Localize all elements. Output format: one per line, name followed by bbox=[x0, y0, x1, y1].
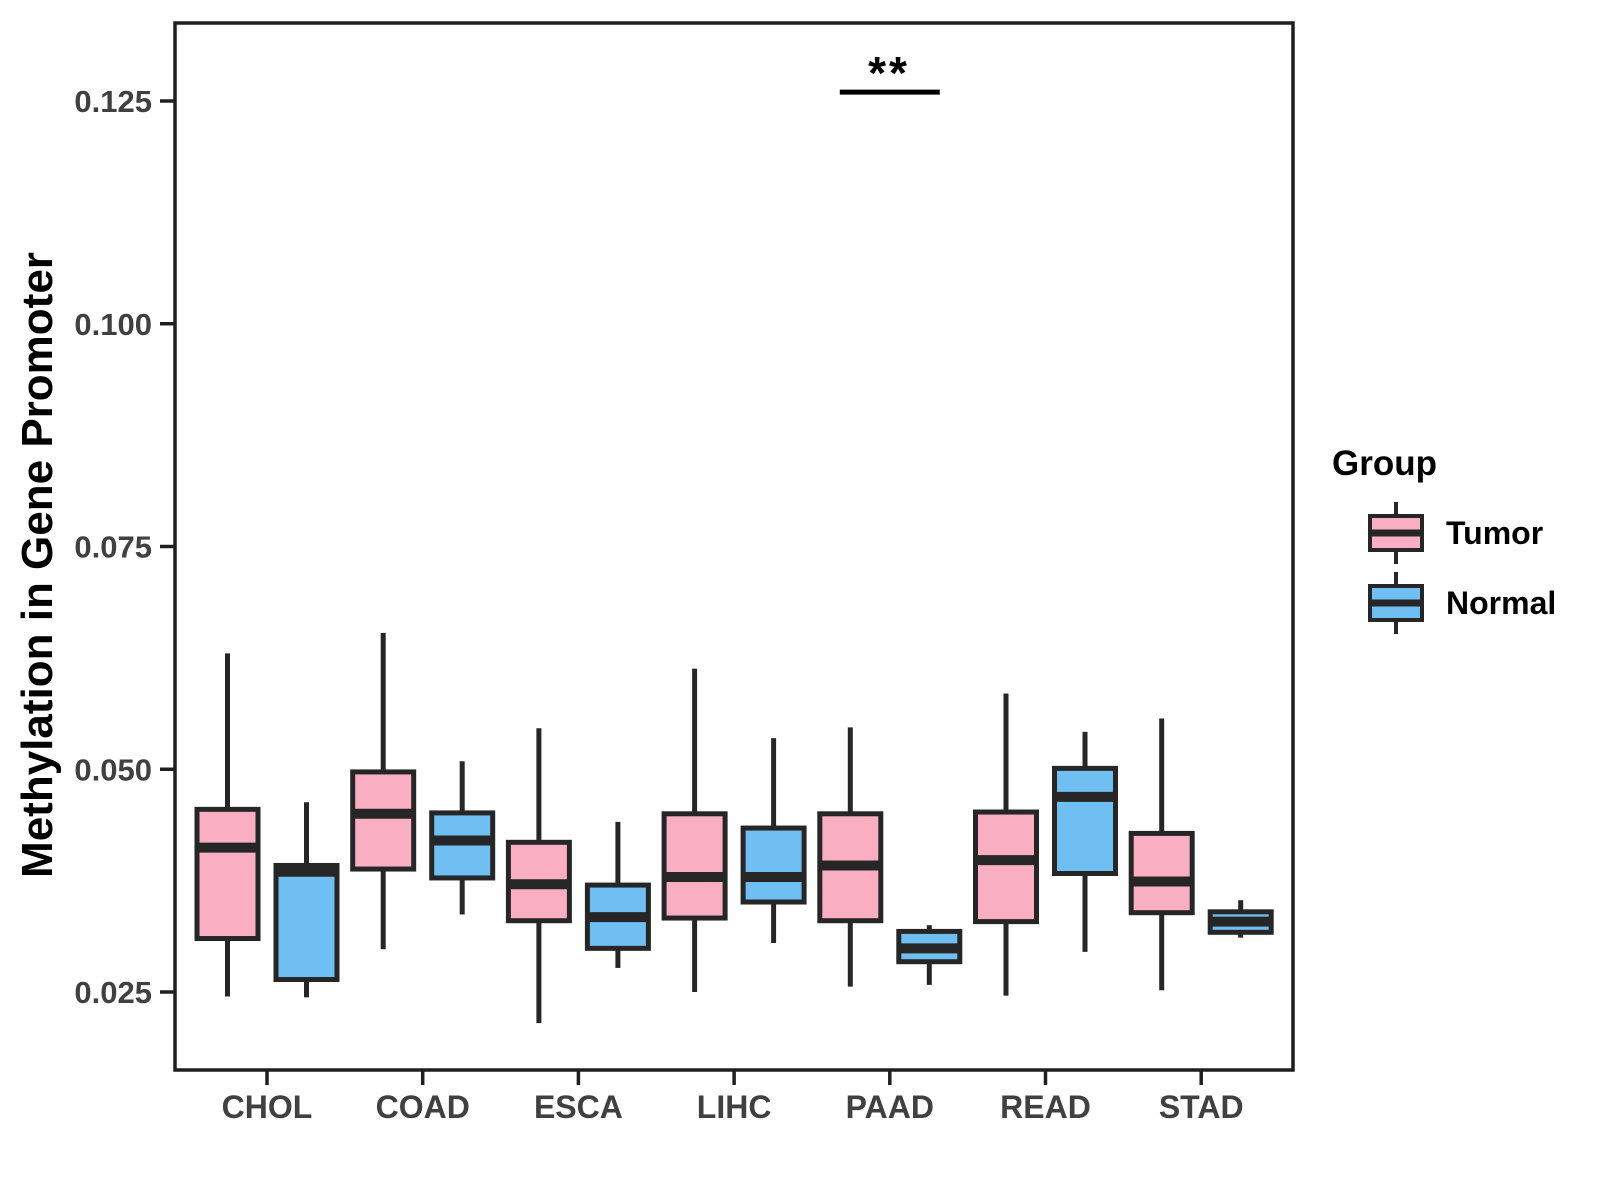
x-tick-label: COAD bbox=[376, 1089, 470, 1125]
box-normal-CHOL bbox=[273, 862, 340, 983]
x-tick-label: STAD bbox=[1159, 1089, 1244, 1125]
box-normal-READ bbox=[1052, 765, 1118, 876]
y-tick-label: 0.100 bbox=[74, 307, 152, 342]
legend-item-normal: Normal bbox=[1366, 568, 1590, 638]
box-normal-LIHC bbox=[740, 825, 807, 905]
tumor-key-icon bbox=[1368, 502, 1424, 564]
x-tick-label: ESCA bbox=[534, 1089, 623, 1125]
legend-title: Group bbox=[1332, 444, 1437, 483]
significance-stars: ** bbox=[868, 47, 910, 99]
box-tumor-COAD bbox=[350, 769, 417, 872]
y-tick-label: 0.125 bbox=[74, 84, 152, 119]
box-tumor-CHOL bbox=[194, 806, 261, 942]
legend: Group Tumor Normal bbox=[1330, 444, 1590, 638]
y-tick-label: 0.075 bbox=[74, 530, 152, 565]
x-tick-label: PAAD bbox=[846, 1089, 934, 1125]
x-tick-label: LIHC bbox=[697, 1089, 772, 1125]
x-tick-label: CHOL bbox=[222, 1089, 313, 1125]
legend-item-label: Normal bbox=[1446, 584, 1557, 621]
box-tumor-LIHC bbox=[661, 811, 728, 921]
y-axis-title: Methylation in Gene Promoter bbox=[13, 252, 62, 878]
x-tick-label: READ bbox=[1000, 1089, 1091, 1125]
box-tumor-STAD bbox=[1128, 830, 1195, 916]
normal-key-icon bbox=[1368, 572, 1424, 634]
legend-item-label: Tumor bbox=[1446, 514, 1544, 551]
panel-border bbox=[173, 21, 1295, 1072]
legend-item-tumor: Tumor bbox=[1366, 498, 1590, 568]
box-tumor-READ bbox=[973, 809, 1039, 925]
y-tick-label: 0.050 bbox=[74, 752, 152, 787]
y-tick-label: 0.025 bbox=[74, 975, 152, 1010]
